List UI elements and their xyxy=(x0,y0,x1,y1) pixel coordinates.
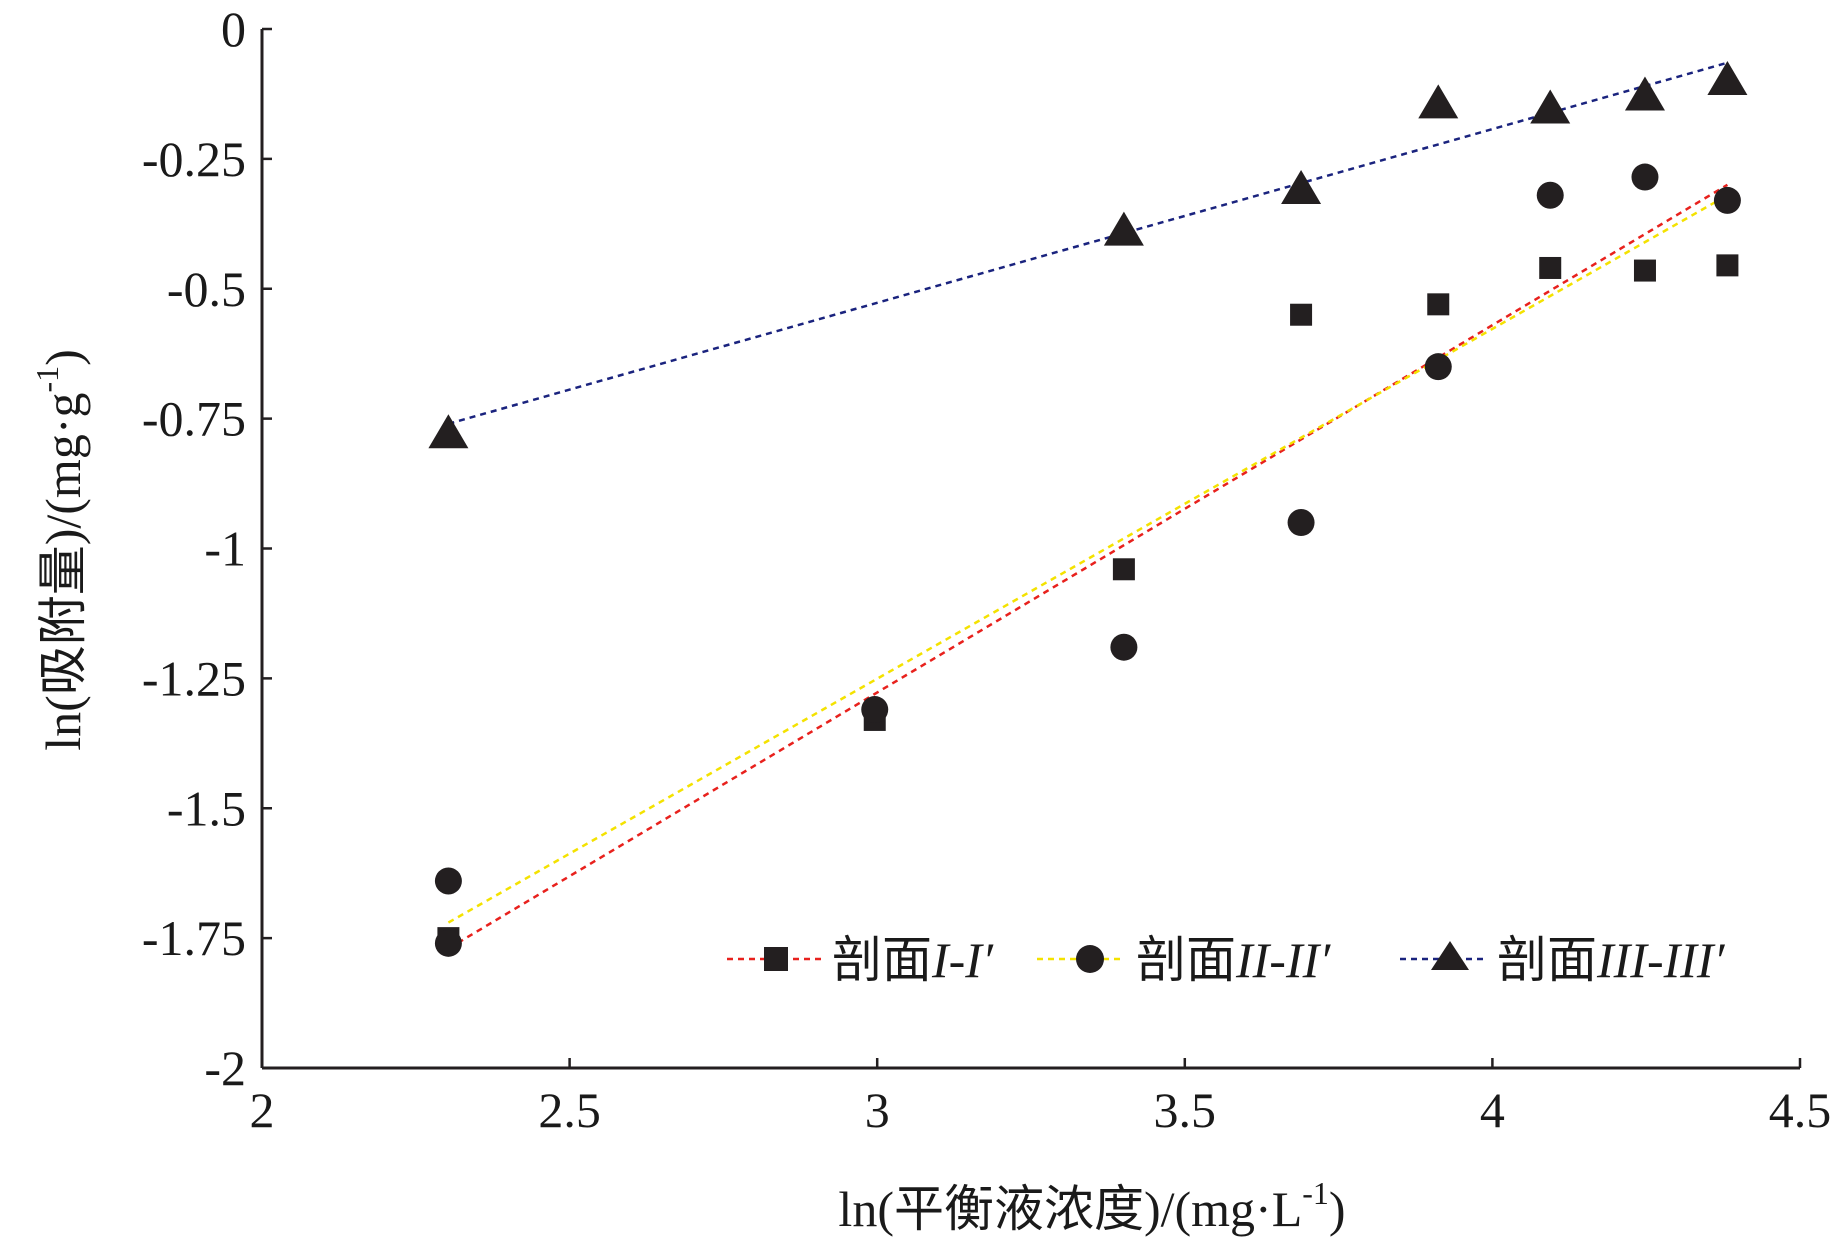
data-point-circle xyxy=(861,696,889,724)
x-axis-title-end: ) xyxy=(1329,1181,1346,1237)
legend-item-series-1: 剖面I-I′ xyxy=(727,932,994,988)
y-tick-label: -1.5 xyxy=(167,780,246,836)
legend-label-series-3: 剖面III-III′ xyxy=(1497,932,1726,988)
data-point-triangle xyxy=(1624,76,1665,111)
data-point-square xyxy=(1427,293,1450,316)
data-point-circle xyxy=(434,867,462,895)
y-axis-title-end: ) xyxy=(35,349,91,366)
legend-marker-circle xyxy=(1076,945,1104,973)
trendline-series-1 xyxy=(447,183,1729,950)
data-point-triangle xyxy=(1103,211,1144,246)
x-ticks: 2 2.5 3 3.5 4 4.5 xyxy=(250,1058,1832,1138)
x-tick-label: 4 xyxy=(1480,1082,1505,1138)
x-axis-title-superscript: -1 xyxy=(1302,1175,1329,1211)
data-point-square xyxy=(1112,558,1135,581)
axes: 2 2.5 3 3.5 4 4.5 0 -0.25 -0.5 -0.75 -1 -1.25 -1.5 -… xyxy=(142,1,1831,1138)
y-tick-label: -0.75 xyxy=(142,391,246,447)
y-axis-title: ln(吸附量)/(mg·g-1) xyxy=(29,349,91,751)
trendline-series-2 xyxy=(447,194,1729,924)
x-tick-label: 2 xyxy=(250,1082,275,1138)
data-point-circle xyxy=(1287,509,1315,537)
legend-label-series-3-italic: III-III′ xyxy=(1596,932,1726,988)
data-point-square xyxy=(1633,259,1656,282)
x-axis-title-main: ln(平衡液浓度)/(mg·L xyxy=(838,1181,1302,1237)
data-point-triangle xyxy=(1530,89,1571,124)
legend-label-series-2-prefix: 剖面 xyxy=(1136,932,1236,988)
y-tick-label: -1.25 xyxy=(142,650,246,706)
data-point-circle xyxy=(1110,633,1138,661)
legend-label-series-2: 剖面II-II′ xyxy=(1136,932,1331,988)
y-axis-title-main: ln(吸附量)/(mg·g xyxy=(35,393,91,751)
y-tick-label: -0.5 xyxy=(167,261,246,317)
data-point-circle xyxy=(434,929,462,957)
trendline-series-3 xyxy=(448,61,1728,426)
data-point-triangle xyxy=(1707,60,1748,95)
data-point-circle xyxy=(1536,181,1564,209)
legend-label-series-1-italic: I-I′ xyxy=(931,932,994,988)
legend-label-series-1: 剖面I-I′ xyxy=(832,932,994,988)
x-tick-label: 3.5 xyxy=(1154,1082,1217,1138)
x-axis-title: ln(平衡液浓度)/(mg·L-1) xyxy=(838,1175,1345,1237)
data-point-triangle xyxy=(1418,84,1459,119)
data-point-triangle xyxy=(428,414,469,449)
data-markers xyxy=(428,60,1748,957)
data-point-circle xyxy=(1424,353,1452,381)
legend-label-series-2-italic: II-II′ xyxy=(1235,932,1331,988)
y-tick-label: -1 xyxy=(204,521,246,577)
trendlines xyxy=(447,61,1729,950)
data-point-circle xyxy=(1631,163,1659,191)
x-tick-label: 2.5 xyxy=(538,1082,601,1138)
data-point-circle xyxy=(1713,186,1741,214)
data-point-square xyxy=(1539,256,1562,279)
x-tick-label: 3 xyxy=(865,1082,890,1138)
legend-label-series-1-prefix: 剖面 xyxy=(832,932,932,988)
data-point-square xyxy=(1290,303,1313,326)
legend-item-series-2: 剖面II-II′ xyxy=(1037,932,1331,988)
legend: 剖面I-I′ 剖面II-II′ 剖面III-III′ xyxy=(727,932,1726,988)
y-tick-label: -0.25 xyxy=(142,131,246,187)
y-tick-label: -1.75 xyxy=(142,910,246,966)
data-point-triangle xyxy=(1281,170,1322,205)
y-axis-title-superscript: -1 xyxy=(29,366,65,393)
data-point-square xyxy=(1716,254,1739,277)
x-tick-label: 4.5 xyxy=(1769,1082,1832,1138)
legend-marker-square xyxy=(764,947,788,971)
legend-item-series-3: 剖面III-III′ xyxy=(1400,932,1726,988)
legend-label-series-3-prefix: 剖面 xyxy=(1497,932,1597,988)
y-ticks: 0 -0.25 -0.5 -0.75 -1 -1.25 -1.5 -1.75 -2 xyxy=(142,1,272,1096)
legend-marker-triangle xyxy=(1431,941,1469,970)
y-tick-label: -2 xyxy=(204,1040,246,1096)
y-tick-label: 0 xyxy=(221,1,246,57)
